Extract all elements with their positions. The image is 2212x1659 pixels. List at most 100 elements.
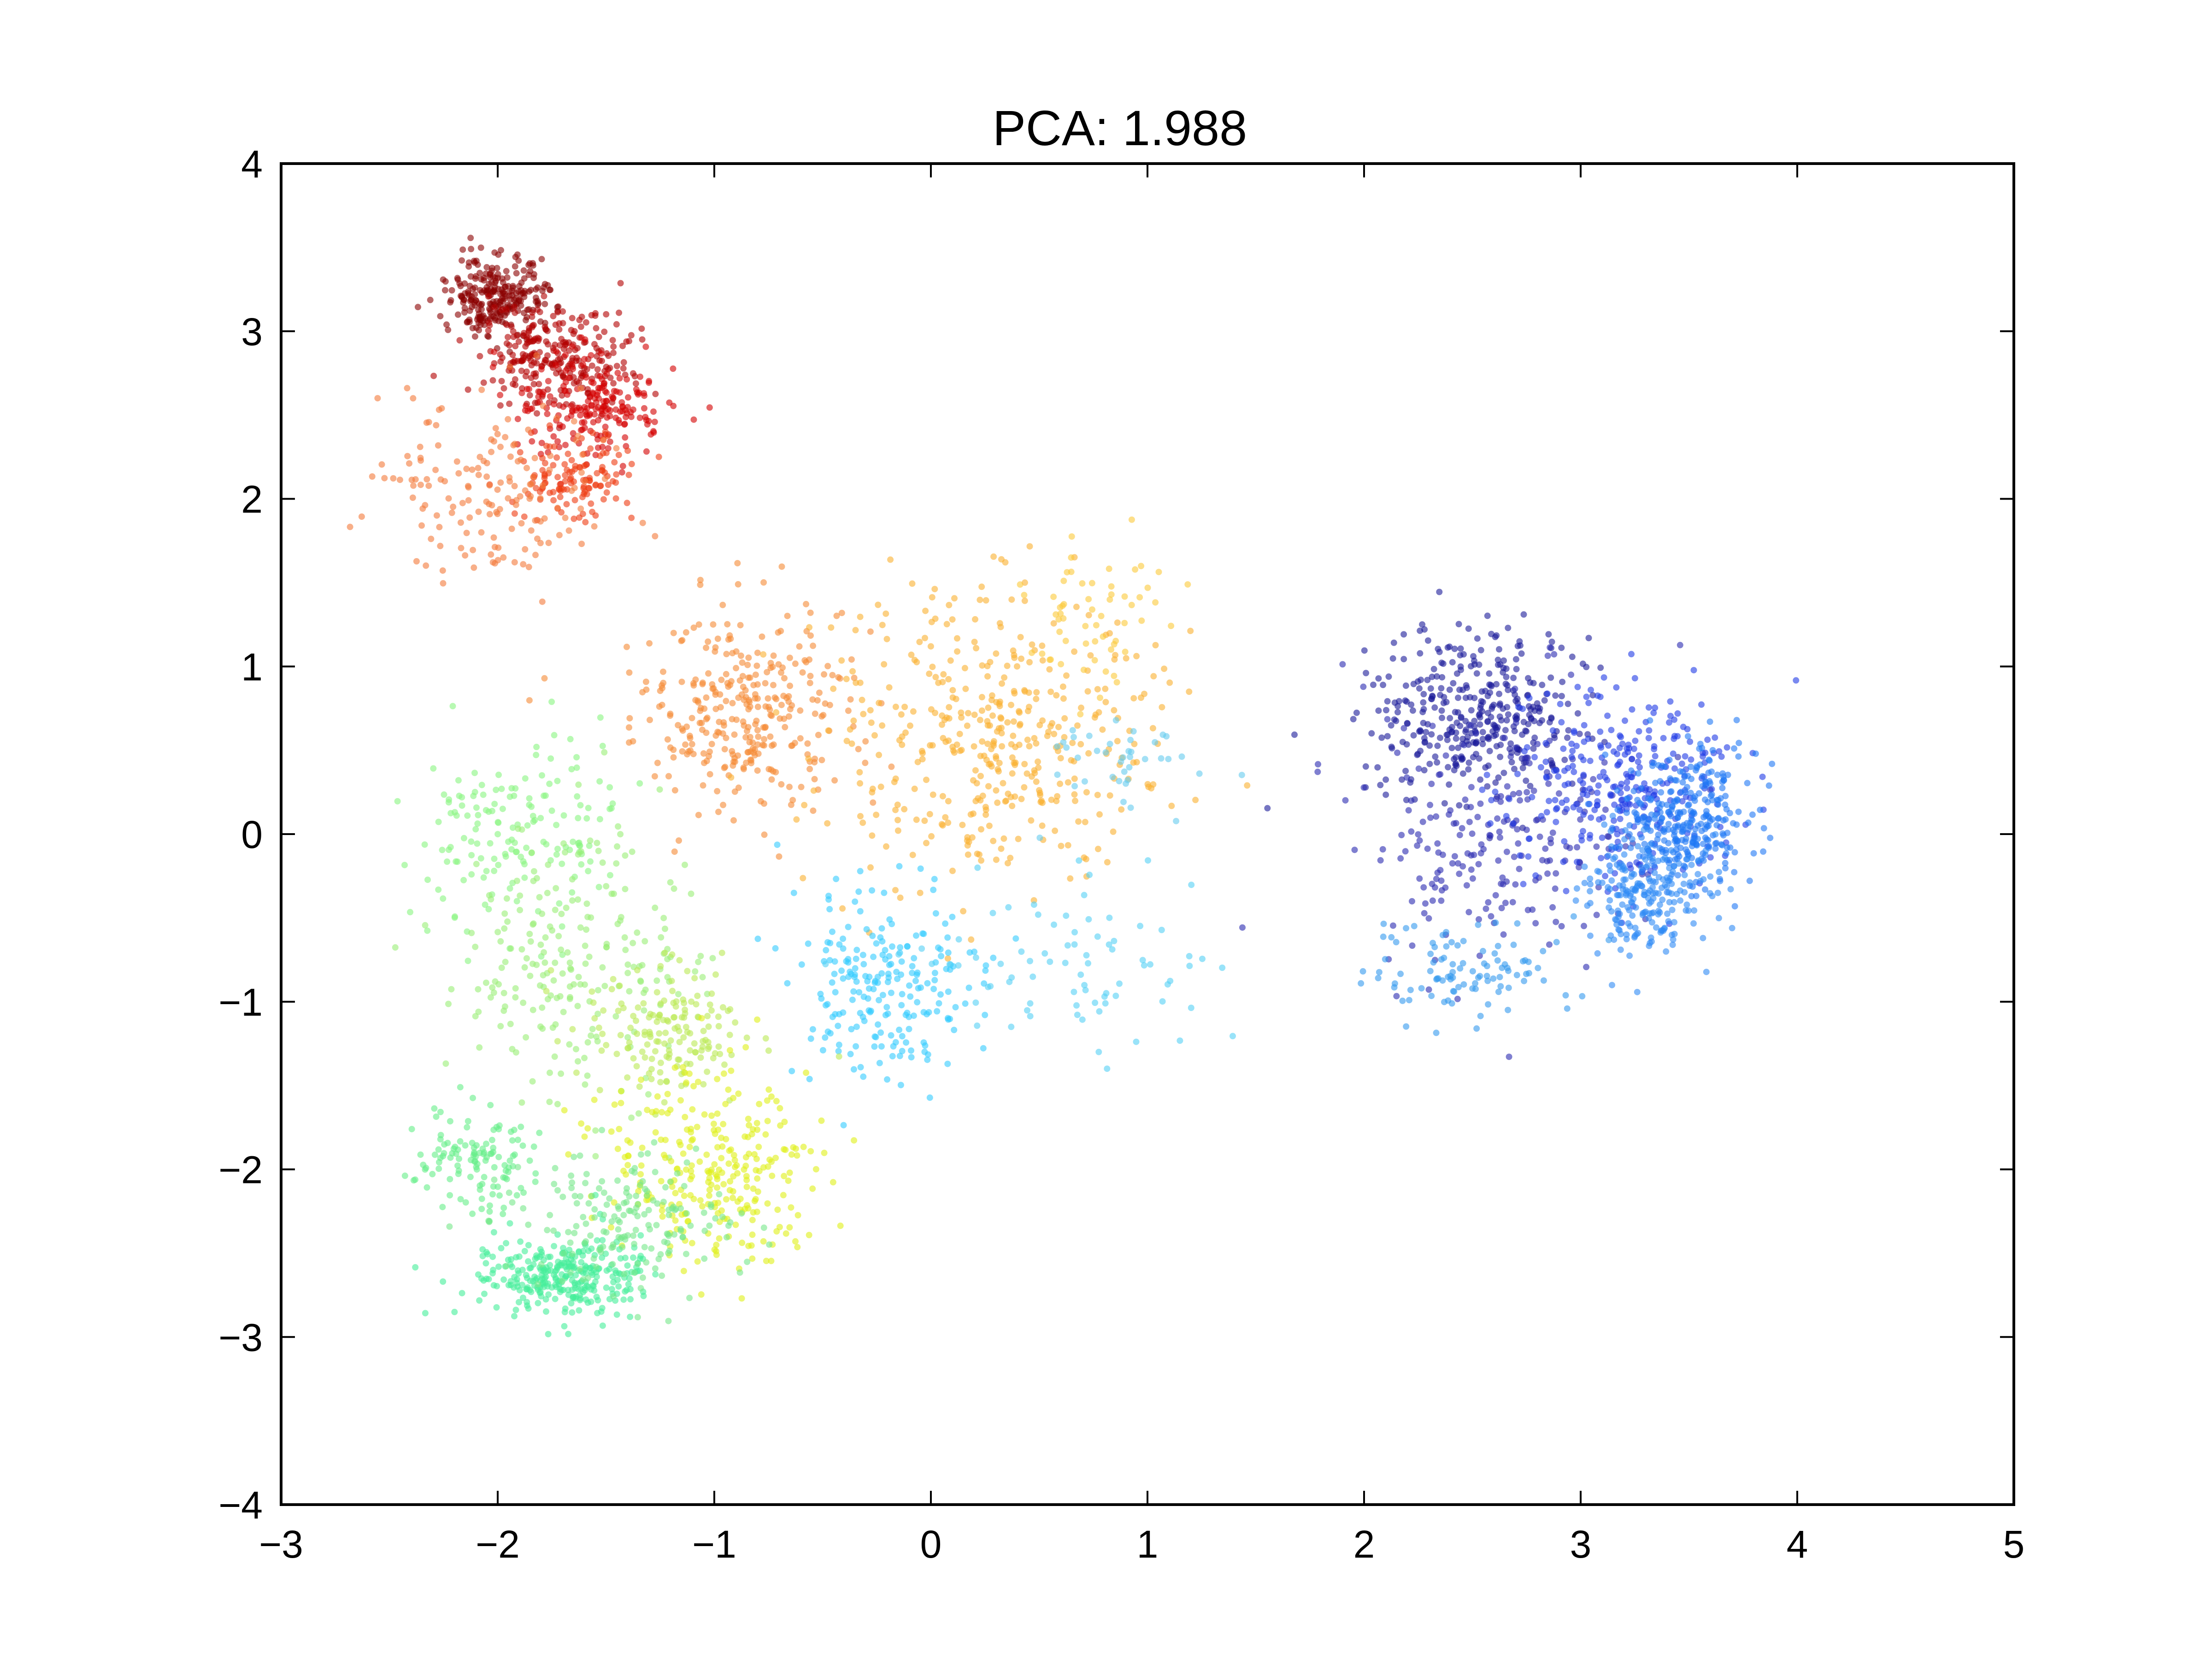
scatter-point [1658, 884, 1665, 891]
scatter-point [1545, 631, 1552, 638]
scatter-point [1692, 767, 1699, 774]
scatter-point [547, 967, 554, 974]
scatter-point [477, 453, 483, 460]
scatter-point [609, 478, 616, 485]
scatter-point [958, 709, 965, 716]
scatter-point [850, 717, 857, 724]
scatter-point [1106, 565, 1112, 572]
scatter-point [1708, 791, 1715, 798]
scatter-point [599, 406, 605, 412]
scatter-point [755, 750, 762, 757]
scatter-point [876, 1059, 883, 1066]
scatter-point [668, 1158, 675, 1165]
scatter-point [1420, 719, 1427, 726]
scatter-point [736, 1269, 743, 1276]
scatter-point [740, 765, 747, 772]
scatter-point [1690, 809, 1697, 816]
scatter-point [857, 868, 864, 875]
scatter-point [535, 381, 542, 388]
scatter-point [1666, 719, 1672, 726]
scatter-point [1443, 731, 1450, 738]
scatter-point [945, 988, 952, 995]
scatter-point [661, 1238, 668, 1245]
scatter-point [1690, 920, 1697, 927]
scatter-point [573, 1069, 580, 1076]
scatter-point [608, 805, 615, 812]
scatter-point [559, 320, 566, 327]
scatter-point [1555, 773, 1562, 780]
scatter-point [624, 376, 630, 383]
scatter-point [994, 728, 1000, 735]
scatter-point [1127, 736, 1134, 743]
scatter-point [582, 1220, 589, 1227]
scatter-point [831, 971, 838, 977]
scatter-point [1414, 842, 1421, 849]
scatter-point [576, 357, 582, 364]
scatter-point [1421, 735, 1428, 741]
scatter-point [850, 988, 857, 995]
scatter-point [723, 1234, 730, 1241]
scatter-point [1523, 826, 1530, 833]
scatter-point [1033, 695, 1040, 702]
scatter-point [1665, 809, 1672, 816]
scatter-point [567, 476, 574, 483]
scatter-point [929, 742, 936, 749]
scatter-point [777, 1105, 783, 1112]
scatter-point [1558, 693, 1565, 700]
scatter-point [883, 843, 889, 850]
scatter-point [1004, 719, 1011, 726]
scatter-point [461, 305, 468, 312]
scatter-point [1580, 828, 1586, 835]
scatter-point [681, 1000, 688, 1006]
scatter-point [839, 905, 846, 912]
scatter-point [522, 487, 529, 494]
scatter-point [683, 1159, 690, 1166]
scatter-point [1594, 789, 1601, 796]
scatter-point [552, 1295, 559, 1302]
scatter-point [1139, 957, 1146, 964]
scatter-point [475, 465, 482, 471]
scatter-point [1123, 655, 1130, 662]
scatter-point [877, 1029, 884, 1036]
scatter-point [1497, 834, 1504, 841]
scatter-point [876, 700, 882, 706]
scatter-point [867, 707, 874, 714]
scatter-point [611, 1199, 618, 1206]
scatter-point [1483, 771, 1490, 778]
scatter-point [527, 493, 534, 500]
scatter-point [581, 1054, 588, 1061]
scatter-point [1750, 850, 1757, 857]
scatter-point [485, 1276, 492, 1282]
scatter-point [1623, 931, 1630, 938]
scatter-point [1626, 952, 1633, 959]
scatter-point [677, 1205, 684, 1212]
scatter-point [1047, 959, 1053, 965]
scatter-point [1622, 827, 1629, 834]
scatter-point [947, 657, 954, 664]
scatter-point [581, 356, 588, 363]
scatter-point [1494, 661, 1501, 668]
scatter-point [603, 944, 610, 951]
scatter-point [459, 802, 465, 809]
scatter-point [693, 1145, 700, 1152]
scatter-point [1081, 778, 1088, 785]
scatter-point [960, 908, 967, 915]
scatter-point [967, 811, 974, 818]
scatter-point [897, 944, 904, 951]
scatter-point [491, 304, 498, 311]
scatter-point [691, 975, 698, 982]
scatter-point [978, 707, 985, 714]
scatter-point [768, 1093, 775, 1100]
scatter-point [622, 434, 629, 441]
scatter-point [687, 1030, 694, 1037]
scatter-point [1703, 836, 1710, 843]
scatter-point [721, 722, 727, 729]
scatter-point [1580, 811, 1587, 818]
scatter-point [952, 1004, 959, 1011]
scatter-point [1681, 889, 1688, 896]
scatter-point [862, 973, 869, 980]
scatter-point [369, 473, 376, 480]
scatter-point [512, 290, 519, 297]
scatter-point [568, 1184, 575, 1191]
scatter-point [514, 1136, 521, 1143]
